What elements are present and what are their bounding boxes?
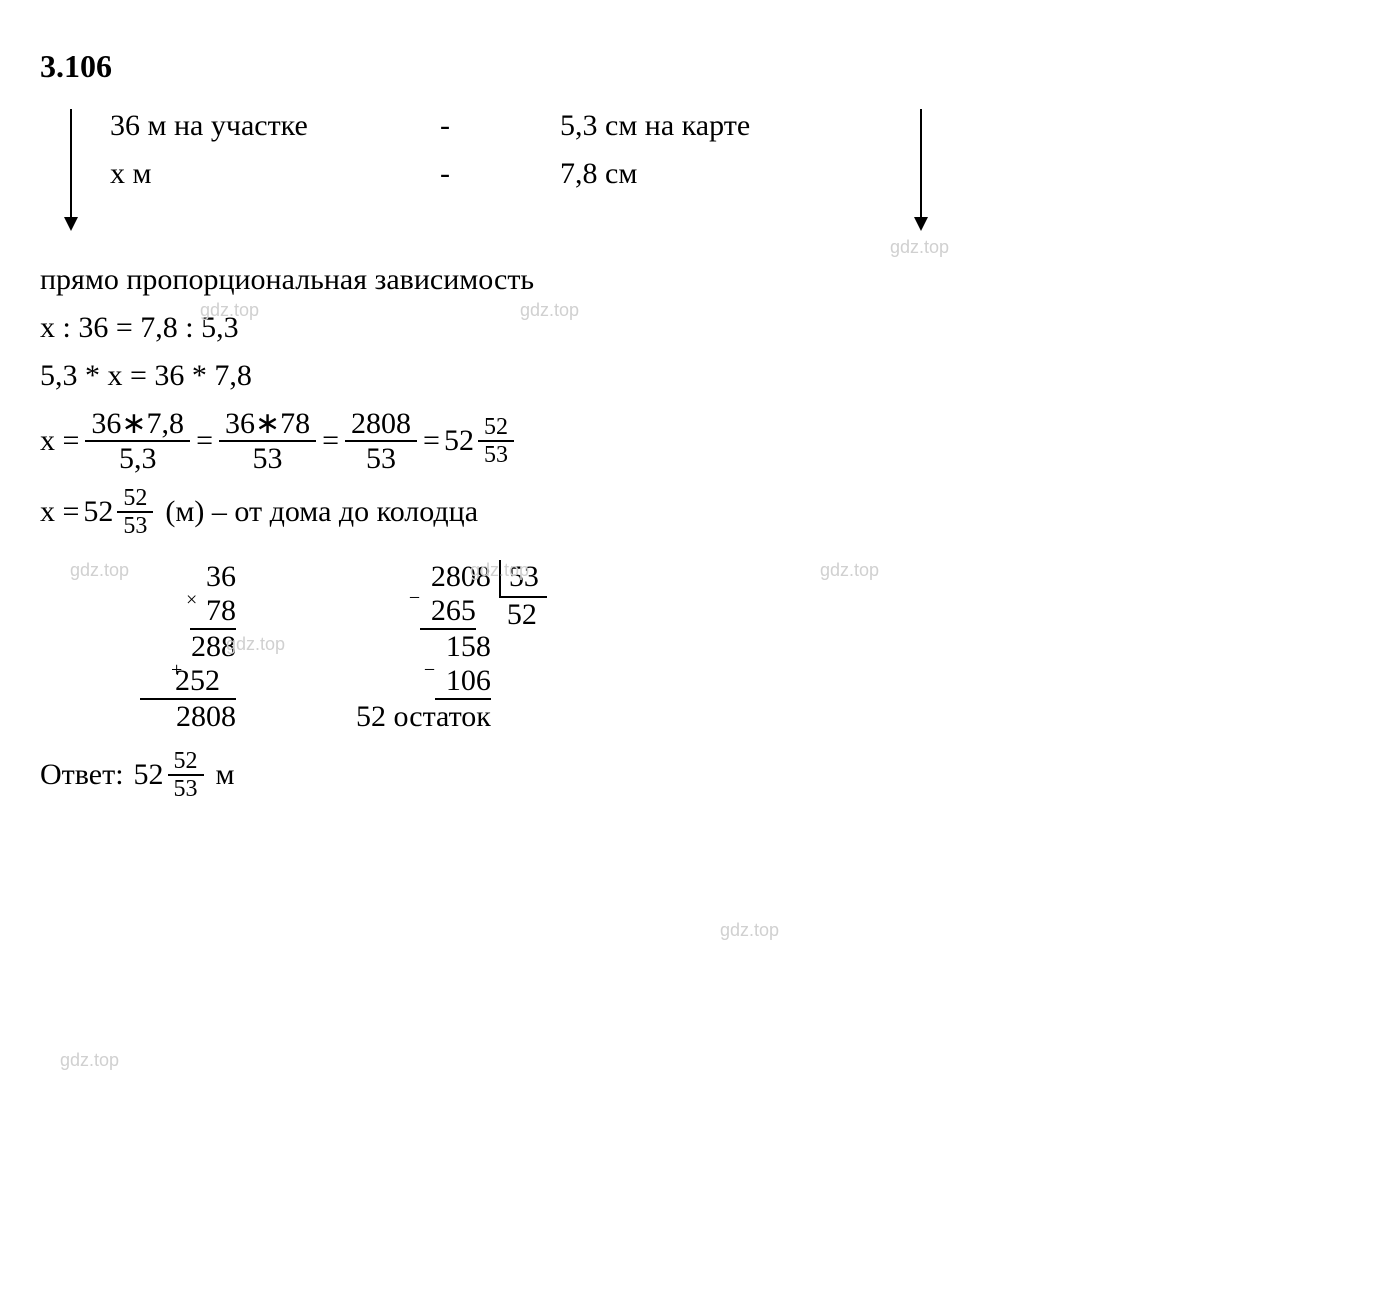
equation-1: х : 36 = 7,8 : 5,3	[40, 311, 1355, 345]
dependency-text: прямо пропорциональная зависимость	[40, 263, 1355, 297]
setup-r1-left: 36 м на участке	[110, 109, 440, 143]
setup-r1-right: 5,3 см на карте	[560, 109, 860, 143]
watermark: gdz.top	[60, 1050, 119, 1071]
frac-1-num: 36∗7,8	[85, 407, 190, 442]
frac-1: 36∗7,8 5,3	[85, 407, 190, 475]
answer-whole: 52	[134, 758, 164, 792]
mult-result: 2808	[176, 700, 236, 733]
fraction-chain: х = 36∗7,8 5,3 = 36∗78 53 = 2808 53 = 52…	[40, 407, 1355, 475]
result-suffix: (м) – от дома до колодца	[165, 495, 478, 529]
division-column: −2808 265 gdz.top −158 106 52 остаток 53…	[356, 560, 547, 734]
proportion-setup: 36 м на участке - 5,3 см на карте х м - …	[110, 109, 1355, 249]
frac-2-num: 36∗78	[219, 407, 316, 442]
setup-row-1: 36 м на участке - 5,3 см на карте	[110, 109, 1355, 143]
mixed-1: 52 52 53	[444, 414, 516, 469]
mixed-1-whole: 52	[444, 424, 474, 458]
eq-sign: =	[423, 424, 440, 458]
result-prefix: х =	[40, 495, 79, 529]
mixed-1-den: 53	[478, 442, 514, 468]
div-divisor: 53	[499, 560, 547, 598]
eq-sign: =	[196, 424, 213, 458]
frac-lhs: х =	[40, 424, 79, 458]
answer-unit: м	[216, 758, 235, 792]
frac-3: 2808 53	[345, 407, 417, 475]
answer-num: 52	[168, 748, 204, 776]
watermark: gdz.top	[890, 237, 949, 258]
frac-2-den: 53	[219, 442, 316, 475]
frac-2: 36∗78 53	[219, 407, 316, 475]
mixed-2: 52 52 53	[83, 485, 155, 540]
div-quotient: 52	[507, 598, 537, 631]
eq-sign: =	[322, 424, 339, 458]
frac-3-den: 53	[345, 442, 417, 475]
div-s1: 265	[420, 594, 476, 630]
mult-p2: 252	[140, 664, 236, 700]
division-left: −2808 265 gdz.top −158 106 52 остаток	[356, 560, 491, 734]
answer-den: 53	[168, 776, 204, 802]
division-right: 53 52	[499, 560, 547, 632]
watermark: gdz.top	[720, 920, 779, 941]
arrow-right	[920, 109, 922, 229]
div-dividend: 2808	[431, 560, 491, 593]
arrow-left	[70, 109, 72, 229]
remainder-label: остаток	[394, 700, 491, 733]
answer-mixed: 52 52 53	[134, 748, 206, 803]
mult-p1: 288	[191, 630, 236, 663]
mixed-2-num: 52	[117, 485, 153, 513]
frac-3-num: 2808	[345, 407, 417, 442]
setup-r2-left: х м	[110, 157, 440, 191]
equation-2: 5,3 * х = 36 * 7,8	[40, 359, 1355, 393]
div-s2: 106	[435, 664, 491, 700]
mult-a: 36	[206, 560, 236, 593]
div-remainder: 52	[356, 700, 386, 733]
watermark: gdz.top	[70, 560, 129, 581]
setup-r2-dash: -	[440, 157, 560, 191]
mixed-2-whole: 52	[83, 495, 113, 529]
frac-1-den: 5,3	[85, 442, 190, 475]
longhand-calculations: ×36 78 +288 252 2808 −2808 265 gdz.top −…	[140, 560, 1355, 734]
setup-row-2: х м - 7,8 см	[110, 157, 1355, 191]
setup-r1-dash: -	[440, 109, 560, 143]
mixed-2-den: 53	[117, 513, 153, 539]
div-r1: 158	[446, 630, 491, 663]
result-line: х = 52 52 53 (м) – от дома до колодца	[40, 485, 1355, 540]
setup-r2-right: 7,8 см	[560, 157, 860, 191]
problem-number: 3.106	[40, 48, 1355, 85]
multiplication-column: ×36 78 +288 252 2808	[140, 560, 236, 734]
answer-line: Ответ: 52 52 53 м	[40, 748, 1355, 803]
answer-label: Ответ:	[40, 758, 124, 792]
mixed-1-num: 52	[478, 414, 514, 442]
